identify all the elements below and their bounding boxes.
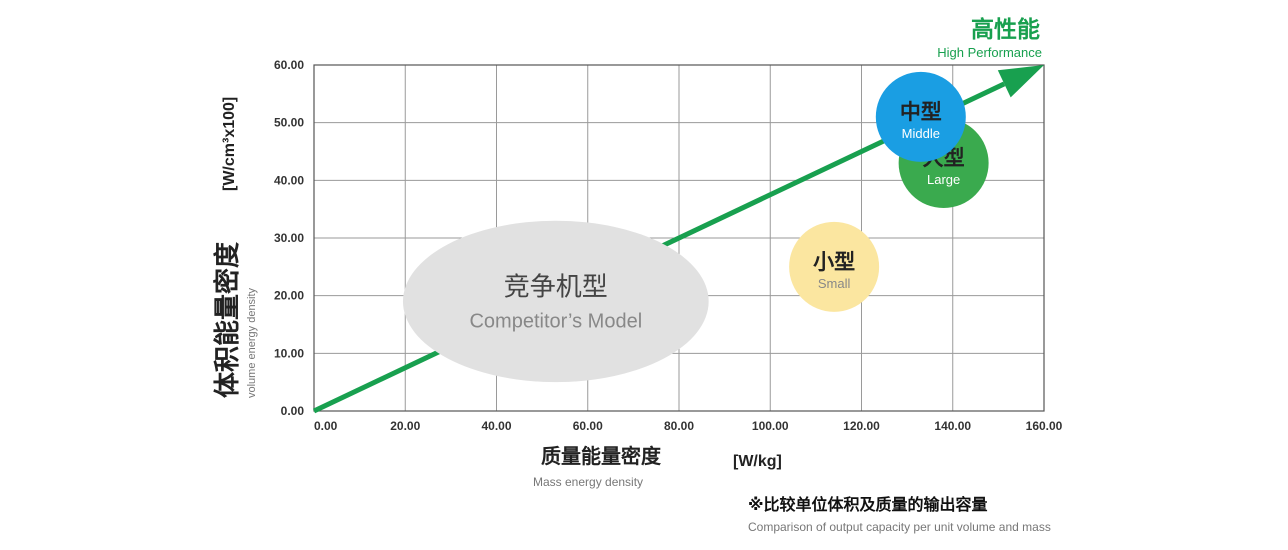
x-tick-labels: 0.00 20.00 40.00 60.00 80.00 100.00 120.00 140.… — [314, 419, 1063, 433]
chart-subtitle: High Performance — [937, 45, 1042, 60]
x-tick-label: 160.00 — [1026, 419, 1063, 433]
x-axis-title-en: Mass energy density — [533, 475, 643, 489]
bubble-middle — [875, 71, 966, 162]
performance-arrow-head — [997, 65, 1044, 98]
x-axis-unit: [W/kg] — [733, 453, 782, 470]
y-tick-label: 20.00 — [274, 289, 304, 303]
bubble-small — [789, 221, 880, 312]
x-tick-label: 40.00 — [481, 419, 511, 433]
footnote-en: Comparison of output capacity per unit v… — [748, 520, 1051, 534]
x-tick-label: 0.00 — [314, 419, 338, 433]
competitor-layer: 竞争机型 Competitor’s Model — [402, 220, 709, 383]
x-tick-label: 60.00 — [573, 419, 603, 433]
y-axis-title: 体积能量密度 — [212, 242, 243, 398]
y-tick-label: 50.00 — [274, 116, 304, 130]
y-tick-label: 40.00 — [274, 173, 304, 187]
bubble-label: 小型 — [813, 250, 855, 274]
y-tick-labels: 0.00 10.00 20.00 30.00 40.00 50.00 60.00 — [274, 58, 304, 418]
bubble-label-en: Large — [927, 172, 960, 187]
competitor-label-en: Competitor’s Model — [469, 310, 642, 332]
bubble-label: 中型 — [900, 100, 942, 124]
plot-frame — [313, 64, 1045, 412]
bubble-label-en: Middle — [902, 126, 940, 141]
x-tick-label: 100.00 — [752, 419, 789, 433]
y-tick-label: 60.00 — [274, 58, 304, 72]
x-tick-label: 140.00 — [934, 419, 971, 433]
y-axis-title-en: volume energy density — [246, 287, 258, 398]
y-tick-label: 0.00 — [281, 404, 305, 418]
y-axis-unit: [W/cm³x100] — [221, 97, 238, 191]
y-tick-label: 30.00 — [274, 231, 304, 245]
competitor-label: 竞争机型 — [504, 272, 608, 302]
competitor-ellipse — [402, 220, 709, 383]
bubble-label-en: Small — [818, 276, 851, 291]
x-axis-title: 质量能量密度 — [541, 444, 662, 468]
x-tick-label: 20.00 — [390, 419, 420, 433]
x-tick-label: 120.00 — [843, 419, 880, 433]
footnote: ※比较单位体积及质量的输出容量 — [748, 495, 988, 514]
chart-title: 高性能 — [971, 16, 1040, 43]
x-tick-label: 80.00 — [664, 419, 694, 433]
y-tick-label: 10.00 — [274, 346, 304, 360]
